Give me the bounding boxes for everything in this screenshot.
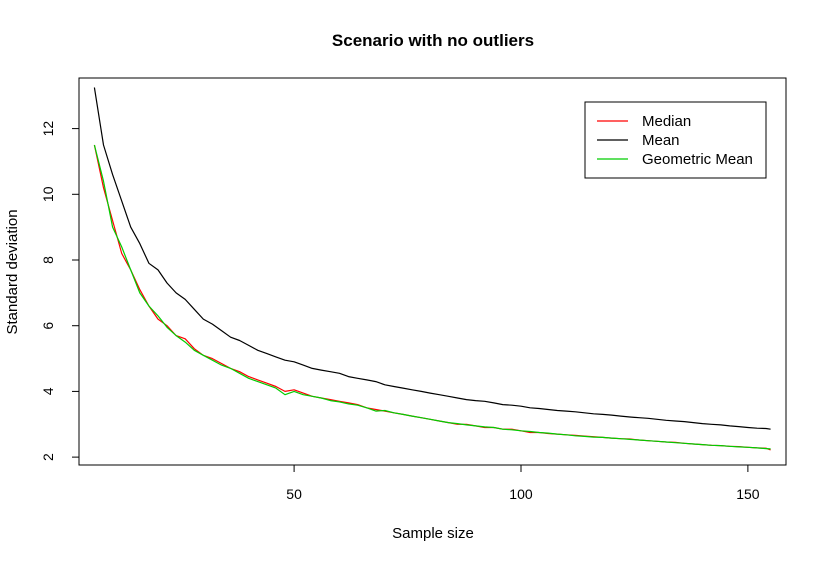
x-tick-label: 50 <box>286 486 302 502</box>
x-tick-label: 150 <box>736 486 760 502</box>
y-tick-label: 6 <box>40 322 56 330</box>
series-layer <box>93 87 771 451</box>
series-line-median <box>93 144 771 451</box>
y-tick-label: 4 <box>40 387 56 395</box>
x-tick-label: 100 <box>509 486 533 502</box>
x-axis-label: Sample size <box>392 525 474 542</box>
y-tick-label: 2 <box>40 453 56 461</box>
series-line-geometric-mean <box>93 144 771 450</box>
y-axis: 2 4 6 8 10 12 <box>40 121 79 461</box>
y-tick-label: 8 <box>40 256 56 264</box>
chart-title: Scenario with no outliers <box>332 31 534 50</box>
y-axis-label: Standard deviation <box>4 209 21 334</box>
legend-label-mean: Mean <box>642 132 680 149</box>
y-tick-label: 10 <box>40 186 56 202</box>
series-line-mean <box>93 87 771 430</box>
legend-label-median: Median <box>642 113 691 130</box>
y-tick-label: 12 <box>40 121 56 137</box>
legend: Median Mean Geometric Mean <box>584 101 767 179</box>
x-axis: 50 100 150 <box>286 465 760 502</box>
legend-label-geometric-mean: Geometric Mean <box>642 151 753 168</box>
plot-frame <box>78 77 787 466</box>
